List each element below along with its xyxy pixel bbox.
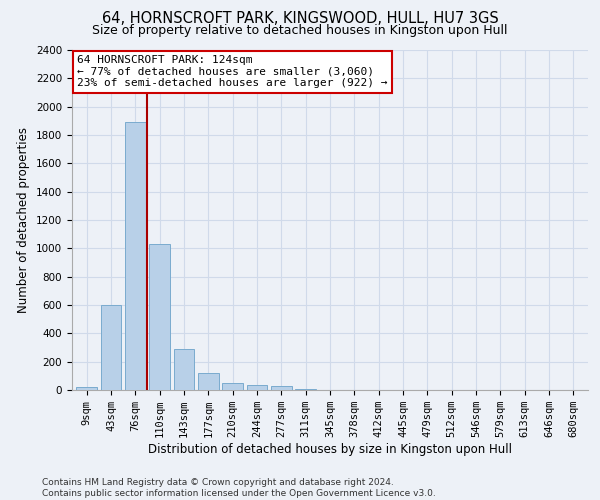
Bar [247, 385, 268, 390]
Bar [222, 383, 243, 390]
Bar [101, 305, 121, 390]
Text: Contains HM Land Registry data © Crown copyright and database right 2024.
Contai: Contains HM Land Registry data © Crown c… [42, 478, 436, 498]
Text: 64, HORNSCROFT PARK, KINGSWOOD, HULL, HU7 3GS: 64, HORNSCROFT PARK, KINGSWOOD, HULL, HU… [101, 11, 499, 26]
X-axis label: Distribution of detached houses by size in Kingston upon Hull: Distribution of detached houses by size … [148, 443, 512, 456]
Text: Size of property relative to detached houses in Kingston upon Hull: Size of property relative to detached ho… [92, 24, 508, 37]
Bar [125, 122, 146, 390]
Bar [173, 349, 194, 390]
Bar [198, 373, 218, 390]
Bar [149, 244, 170, 390]
Text: 64 HORNSCROFT PARK: 124sqm
← 77% of detached houses are smaller (3,060)
23% of s: 64 HORNSCROFT PARK: 124sqm ← 77% of deta… [77, 55, 388, 88]
Y-axis label: Number of detached properties: Number of detached properties [17, 127, 31, 313]
Bar [271, 386, 292, 390]
Bar [76, 387, 97, 390]
